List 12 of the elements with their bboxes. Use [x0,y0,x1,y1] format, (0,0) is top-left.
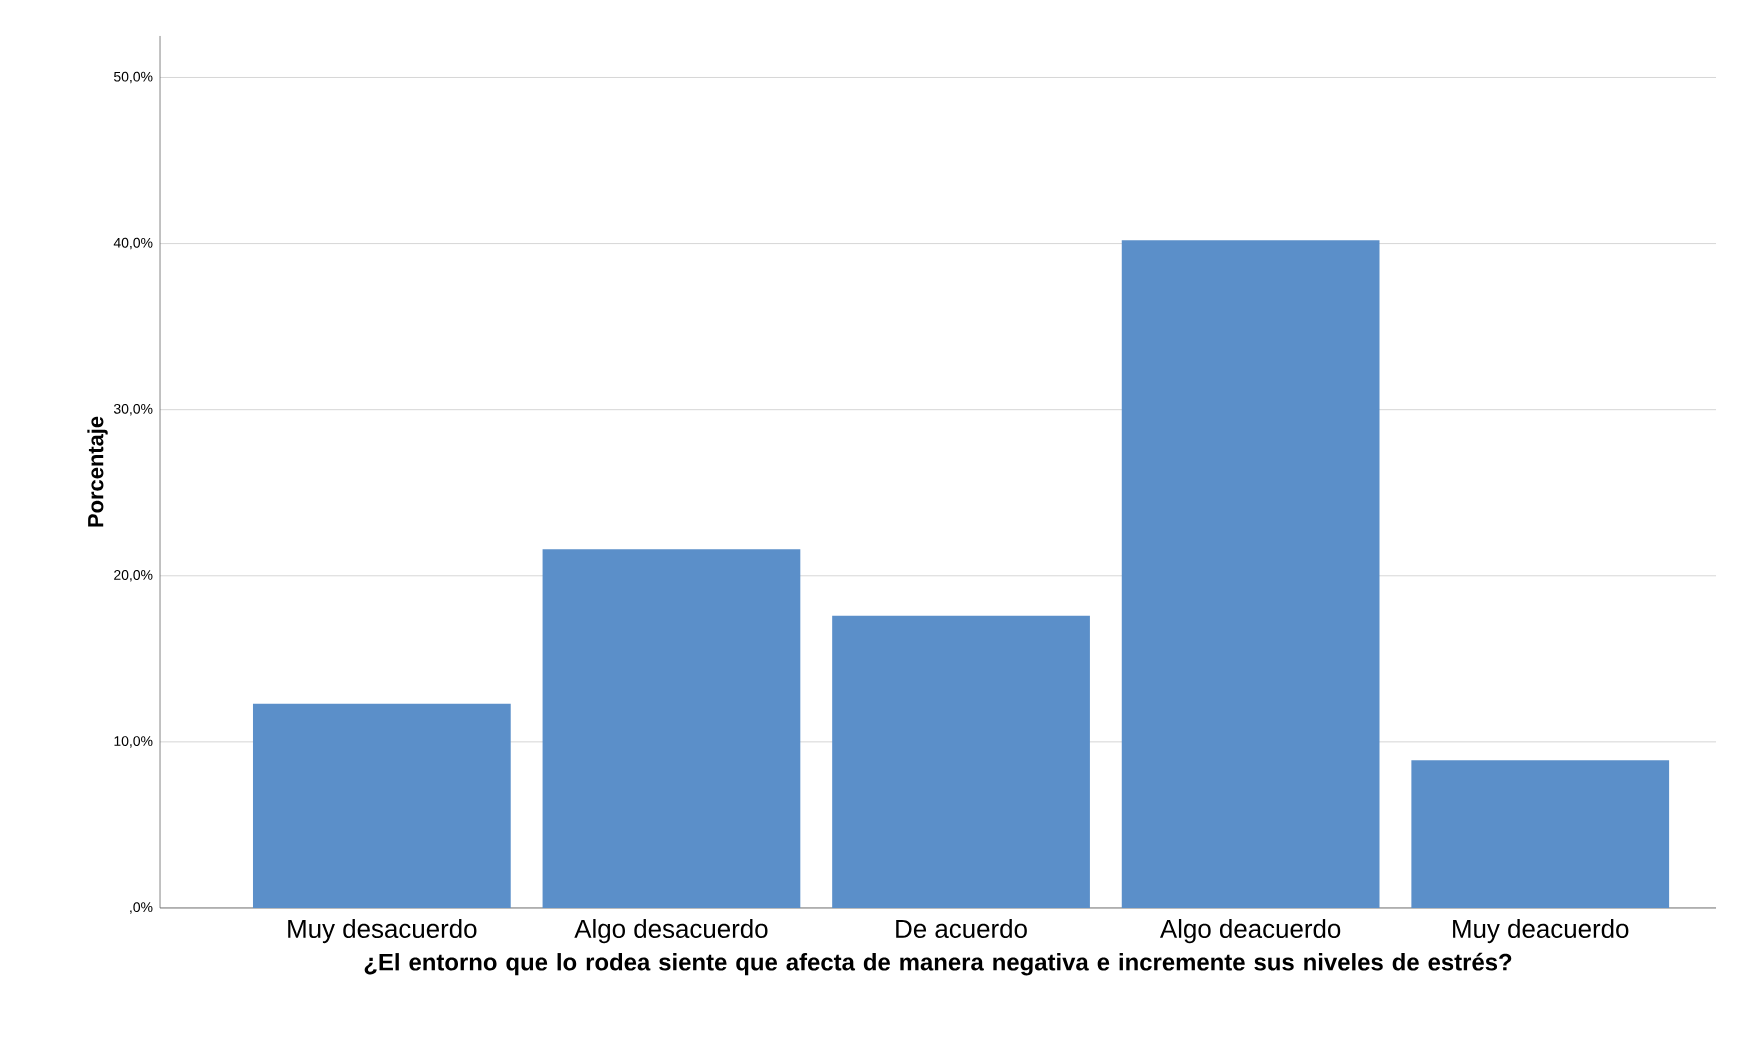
x-tick-label: Muy deacuerdo [1453,919,1629,944]
x-tick-label: Algo desacuerdo [574,919,768,944]
x-tick-label: Muy desacuerdo [288,919,477,944]
x-tick-label: De acuerdo [896,919,1027,939]
bar [832,615,1090,908]
bar [542,549,801,908]
bar [252,703,511,908]
x-axis-title: ¿El entorno que lo rodea siente que afecta de manera negativa e incremente sus niveles de estrés? [364,952,1512,976]
bar [1121,240,1380,908]
x-tick-label: Algo deacuerdo [1159,919,1341,944]
y-axis-title: Porcentaje [87,416,108,527]
bar [1411,760,1670,908]
